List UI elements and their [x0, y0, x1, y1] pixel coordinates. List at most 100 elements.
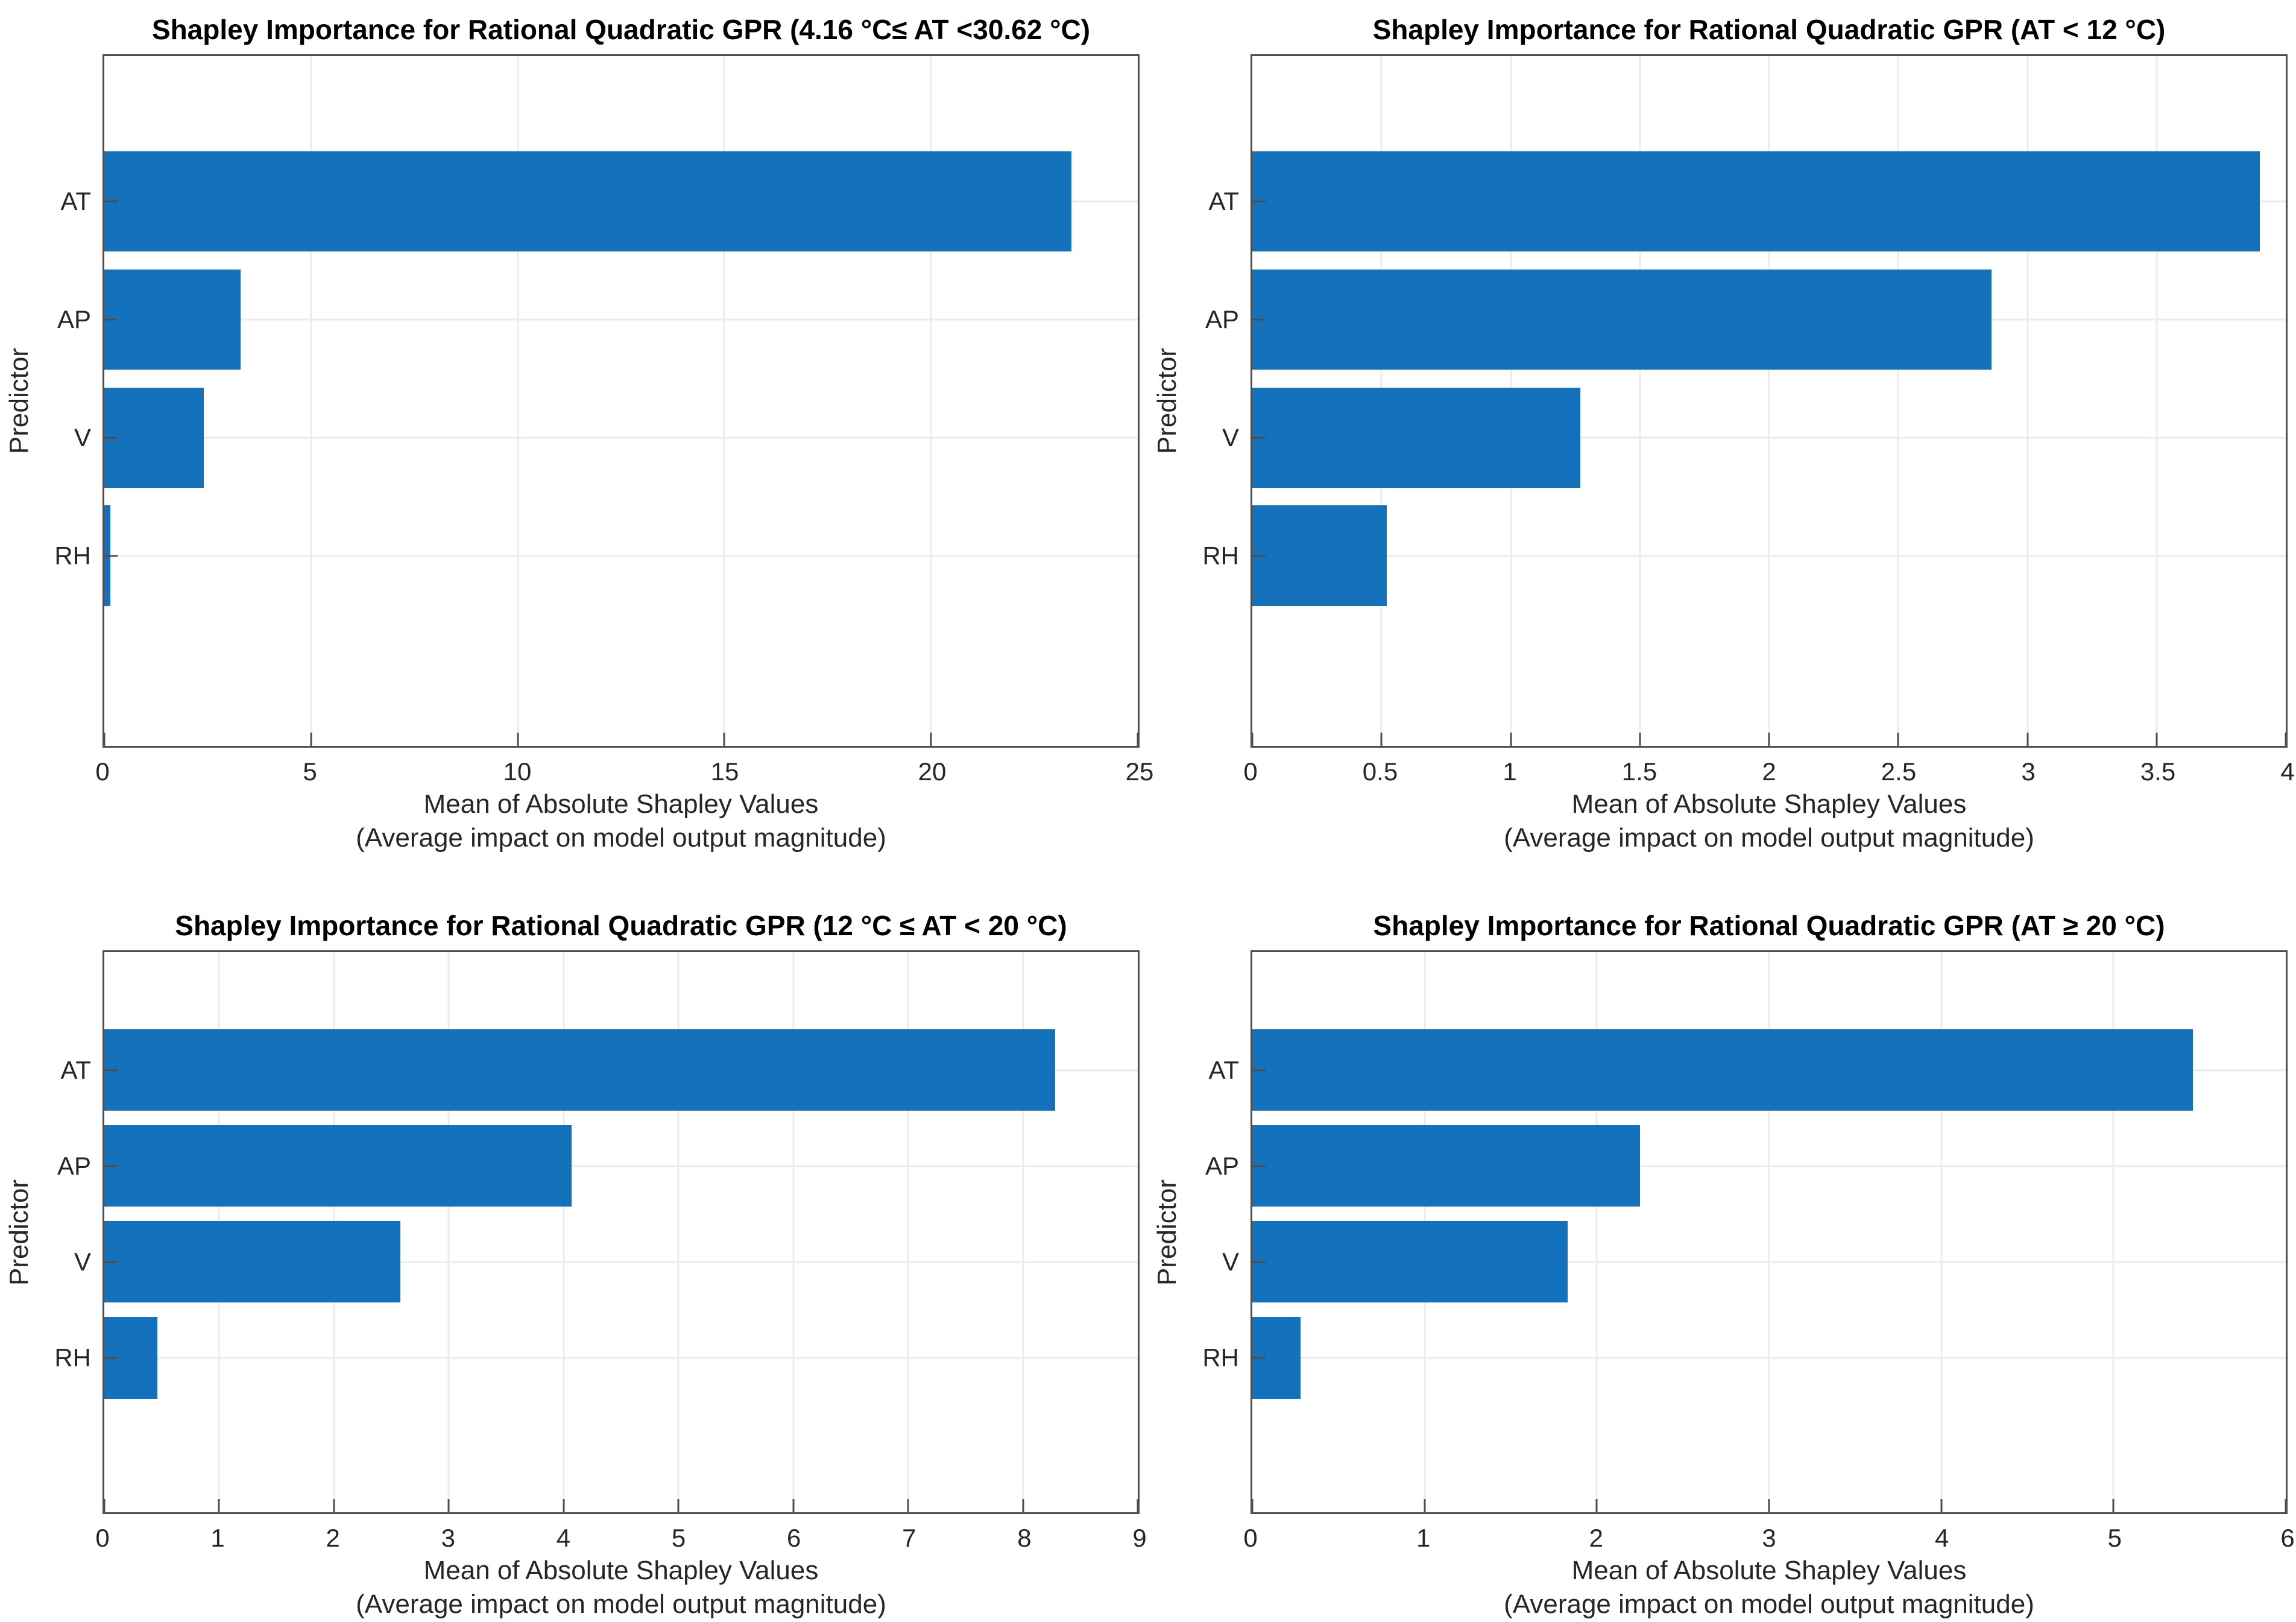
gridline-vertical	[1768, 952, 1770, 1512]
y-tick-mark	[104, 555, 118, 557]
chart-title: Shapley Importance for Rational Quadrati…	[1372, 14, 2166, 45]
x-tick-label: 2	[326, 1524, 340, 1552]
x-axis-label-line2: (Average impact on model output magnitud…	[356, 823, 886, 853]
y-category-label: AP	[1205, 1151, 1239, 1180]
gridline-horizontal	[104, 1165, 1138, 1167]
x-tick-label: 10	[503, 757, 532, 786]
y-axis-label: Predictor	[1152, 347, 1182, 455]
chart-bottom-left: Shapley Importance for Rational Quadrati…	[0, 883, 1148, 1619]
y-tick-mark	[104, 1357, 118, 1359]
x-tick-label: 4	[1934, 1524, 1949, 1552]
x-tick-label: 3	[2021, 757, 2036, 786]
x-tick-mark	[1137, 1499, 1139, 1512]
chart-top-right: Shapley Importance for Rational Quadrati…	[1148, 0, 2296, 883]
x-tick-label: 0	[1243, 1524, 1258, 1552]
plot-area: AT AP V RH	[54, 54, 1140, 748]
y-axis-label: Predictor	[4, 347, 34, 455]
gridline-vertical	[2026, 56, 2028, 746]
x-tick-label: 2.5	[1881, 757, 1917, 786]
x-tick-label: 20	[918, 757, 947, 786]
x-tick-label: 5	[671, 1524, 686, 1552]
bar-v	[104, 1221, 401, 1303]
x-tick-mark	[792, 1499, 795, 1512]
y-category-label: AP	[57, 1151, 91, 1180]
x-axis-label-line1: Mean of Absolute Shapley Values	[1571, 789, 1967, 819]
x-tick-label: 8	[1017, 1524, 1032, 1552]
x-tick-label: 0	[95, 757, 110, 786]
x-tick-mark	[1510, 733, 1512, 746]
x-axis-label: Mean of Absolute Shapley Values (Average…	[1250, 787, 2288, 856]
x-tick-mark	[2285, 1499, 2287, 1512]
bar-ap	[104, 269, 241, 370]
x-axis-label-line2: (Average impact on model output magnitud…	[1504, 823, 2034, 853]
y-tick-mark	[104, 1069, 118, 1071]
x-axis-label: Mean of Absolute Shapley Values (Average…	[102, 787, 1140, 856]
x-axis-label-line1: Mean of Absolute Shapley Values	[423, 789, 819, 819]
x-tick-label: 9	[1132, 1524, 1147, 1552]
x-tick-label: 2	[1762, 757, 1776, 786]
x-axis-label-line1: Mean of Absolute Shapley Values	[423, 1556, 819, 1585]
x-tick-label: 5	[303, 757, 317, 786]
y-category-label: RH	[1202, 541, 1239, 570]
y-tick-mark	[1252, 555, 1266, 557]
bar-ap	[1252, 1125, 1640, 1207]
x-axis-label: Mean of Absolute Shapley Values (Average…	[1250, 1554, 2288, 1622]
x-tick-mark	[310, 733, 312, 746]
x-tick-mark	[1251, 733, 1254, 746]
x-tick-mark	[930, 733, 932, 746]
y-tick-mark	[1252, 1261, 1266, 1263]
gridline-vertical	[1595, 952, 1598, 1512]
x-tick-label: 1	[1503, 757, 1517, 786]
gridline-vertical	[907, 952, 909, 1512]
y-category-label: V	[1222, 1247, 1239, 1276]
x-tick-mark	[1137, 733, 1139, 746]
x-tick-mark	[447, 1499, 450, 1512]
x-tick-mark	[563, 1499, 565, 1512]
x-tick-mark	[1768, 733, 1770, 746]
bar-v	[1252, 1221, 1568, 1303]
y-category-label: V	[74, 423, 91, 452]
x-axis-ticks: 0 1 2 3 4 5 6	[1243, 1514, 2294, 1554]
gridline-horizontal	[1252, 1165, 2286, 1167]
x-tick-mark	[2156, 733, 2158, 746]
gridline-vertical	[2112, 952, 2115, 1512]
x-axis-label-line1: Mean of Absolute Shapley Values	[1571, 1556, 1967, 1585]
x-tick-label: 7	[902, 1524, 916, 1552]
y-category-label: AT	[1208, 1055, 1239, 1084]
y-tick-mark	[1252, 1357, 1266, 1359]
x-axis-ticks: 0 1 2 3 4 5 6 7 8 9	[95, 1514, 1146, 1554]
x-tick-mark	[1424, 1499, 1426, 1512]
bar-ap	[104, 1125, 572, 1207]
gridline-vertical	[563, 952, 565, 1512]
y-category-label: RH	[1202, 1343, 1239, 1372]
x-tick-label: 5	[2107, 1524, 2122, 1552]
gridline-vertical	[447, 952, 450, 1512]
x-tick-label: 3	[441, 1524, 456, 1552]
y-tick-mark	[1252, 437, 1266, 439]
x-tick-mark	[517, 733, 519, 746]
x-axis-label: Mean of Absolute Shapley Values (Average…	[102, 1554, 1140, 1622]
y-tick-mark	[1252, 200, 1266, 203]
x-tick-mark	[333, 1499, 335, 1512]
x-tick-label: 1.5	[1621, 757, 1657, 786]
plot-area: AT AP V RH	[1202, 54, 2288, 748]
x-tick-label: 4	[2280, 757, 2295, 786]
x-tick-mark	[103, 1499, 106, 1512]
gridline-vertical	[1639, 56, 1641, 746]
chart-title: Shapley Importance for Rational Quadrati…	[175, 910, 1067, 941]
plot-area: AT AP V RH	[1202, 950, 2288, 1514]
gridline-horizontal	[104, 1357, 1138, 1359]
plot-area: AT AP V RH	[54, 950, 1140, 1514]
x-tick-mark	[1022, 1499, 1024, 1512]
bar-v	[1252, 387, 1581, 488]
bar-at	[104, 1029, 1055, 1111]
y-tick-mark	[104, 318, 118, 321]
x-tick-label: 0	[95, 1524, 110, 1552]
x-tick-label: 0.5	[1362, 757, 1398, 786]
gridline-vertical	[1022, 952, 1024, 1512]
y-category-label: AT	[60, 186, 91, 215]
y-tick-mark	[104, 1165, 118, 1167]
x-tick-label: 0	[1243, 757, 1258, 786]
x-tick-mark	[2026, 733, 2028, 746]
x-tick-mark	[1940, 1499, 1943, 1512]
